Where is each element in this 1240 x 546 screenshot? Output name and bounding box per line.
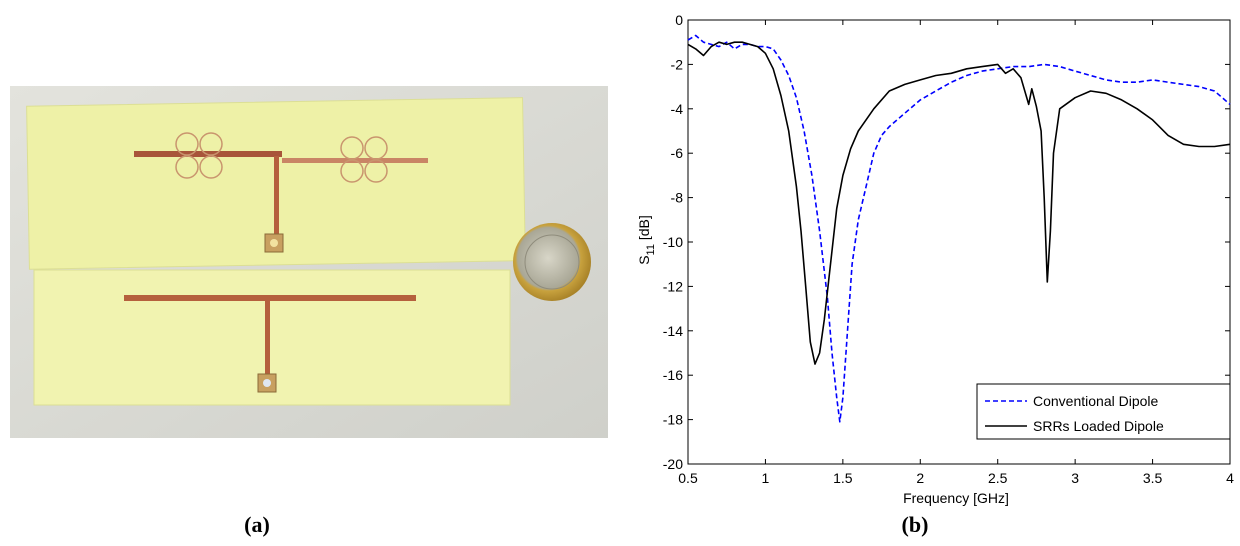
y-tick-label: -2 xyxy=(671,56,684,72)
y-tick-label: -12 xyxy=(663,278,683,294)
y-tick-label: -20 xyxy=(663,456,683,472)
x-tick-label: 0.5 xyxy=(678,470,698,486)
y-tick-label: 0 xyxy=(675,12,683,28)
srr-dipole-board xyxy=(26,97,526,270)
x-tick-label: 3 xyxy=(1071,470,1079,486)
caption-b: (b) xyxy=(901,512,929,537)
legend-label-conventional: Conventional Dipole xyxy=(1033,393,1159,409)
s11-chart: 0.5 1 1.5 2 2.5 3 3.5 4 0 -2 -4 -6 -8 -10 -12 -14 -16 -1… xyxy=(630,0,1240,520)
y-tick-label: -14 xyxy=(663,323,683,339)
srr-ring-left xyxy=(175,132,223,179)
x-tick-label: 3.5 xyxy=(1143,470,1163,486)
y-tick-label: -4 xyxy=(671,101,684,117)
legend: Conventional Dipole SRRs Loaded Dipole xyxy=(976,383,1231,440)
y-tick-label: -16 xyxy=(663,367,683,383)
y-tick-label: -6 xyxy=(671,145,684,161)
y-tick-label: -18 xyxy=(663,412,683,428)
coin-reference xyxy=(513,223,591,301)
x-tick-label: 1.5 xyxy=(833,470,853,486)
srr-ring-right xyxy=(340,136,388,183)
x-axis-label: Frequency [GHz] xyxy=(903,490,1009,506)
x-tick-label: 4 xyxy=(1226,470,1234,486)
caption-a: (a) xyxy=(244,512,270,537)
conventional-dipole-board xyxy=(33,269,511,406)
antenna-photo xyxy=(10,86,608,438)
x-tick-label: 1 xyxy=(762,470,770,486)
legend-label-srr: SRRs Loaded Dipole xyxy=(1033,418,1164,434)
x-tick-label: 2 xyxy=(916,470,924,486)
series-line-srr xyxy=(687,41,1231,365)
y-axis-label: S11 [dB] xyxy=(636,215,657,265)
y-tick-label: -8 xyxy=(671,190,684,206)
y-tick-label: -10 xyxy=(663,234,683,250)
x-tick-label: 2.5 xyxy=(988,470,1008,486)
series-line-conventional xyxy=(687,34,1231,423)
